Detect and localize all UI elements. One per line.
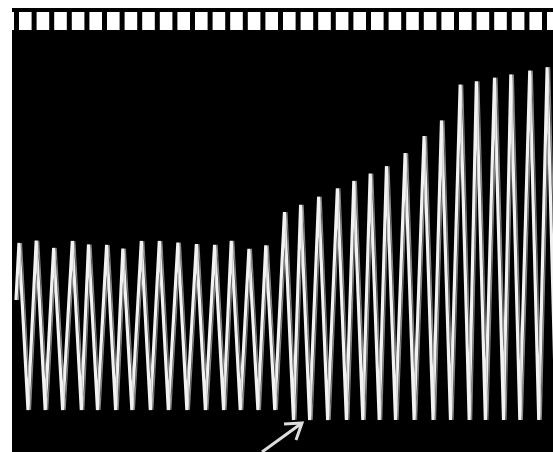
marker-tooth <box>207 12 213 30</box>
marker-tooth <box>242 12 248 30</box>
arrow-shaft <box>261 421 303 452</box>
marker-tooth <box>436 12 442 30</box>
time-marker-teeth <box>14 12 547 30</box>
marker-tooth <box>119 12 125 30</box>
marker-tooth <box>49 12 55 30</box>
marker-tooth <box>278 12 283 30</box>
marker-tooth <box>313 12 319 30</box>
arrow <box>261 421 305 452</box>
marker-tooth <box>66 12 72 30</box>
marker-tooth <box>489 12 495 30</box>
marker-tooth <box>260 12 266 30</box>
marker-tooth <box>14 12 19 30</box>
marker-tooth <box>383 12 389 30</box>
marker-tooth <box>418 12 424 30</box>
marker-tooth <box>225 12 231 30</box>
marker-tooth <box>190 12 195 30</box>
time-marker-line <box>12 8 553 12</box>
marker-tooth <box>31 12 37 30</box>
marker-tooth <box>348 12 354 30</box>
marker-tooth <box>524 12 530 30</box>
trace-line-shadow <box>17 67 553 421</box>
marker-tooth <box>542 12 547 30</box>
marker-tooth <box>506 12 512 30</box>
marker-tooth <box>454 12 459 30</box>
marker-tooth <box>330 12 336 30</box>
marker-tooth <box>102 12 107 30</box>
sawtooth-trace <box>14 67 553 421</box>
marker-tooth <box>471 12 477 30</box>
arrow-head <box>283 421 305 441</box>
marker-tooth <box>172 12 178 30</box>
marker-tooth <box>295 12 301 30</box>
marker-tooth <box>137 12 143 30</box>
marker-tooth <box>84 12 90 30</box>
marker-tooth <box>366 12 371 30</box>
trace-line <box>14 67 553 421</box>
marker-tooth <box>154 12 160 30</box>
marker-tooth <box>401 12 407 30</box>
